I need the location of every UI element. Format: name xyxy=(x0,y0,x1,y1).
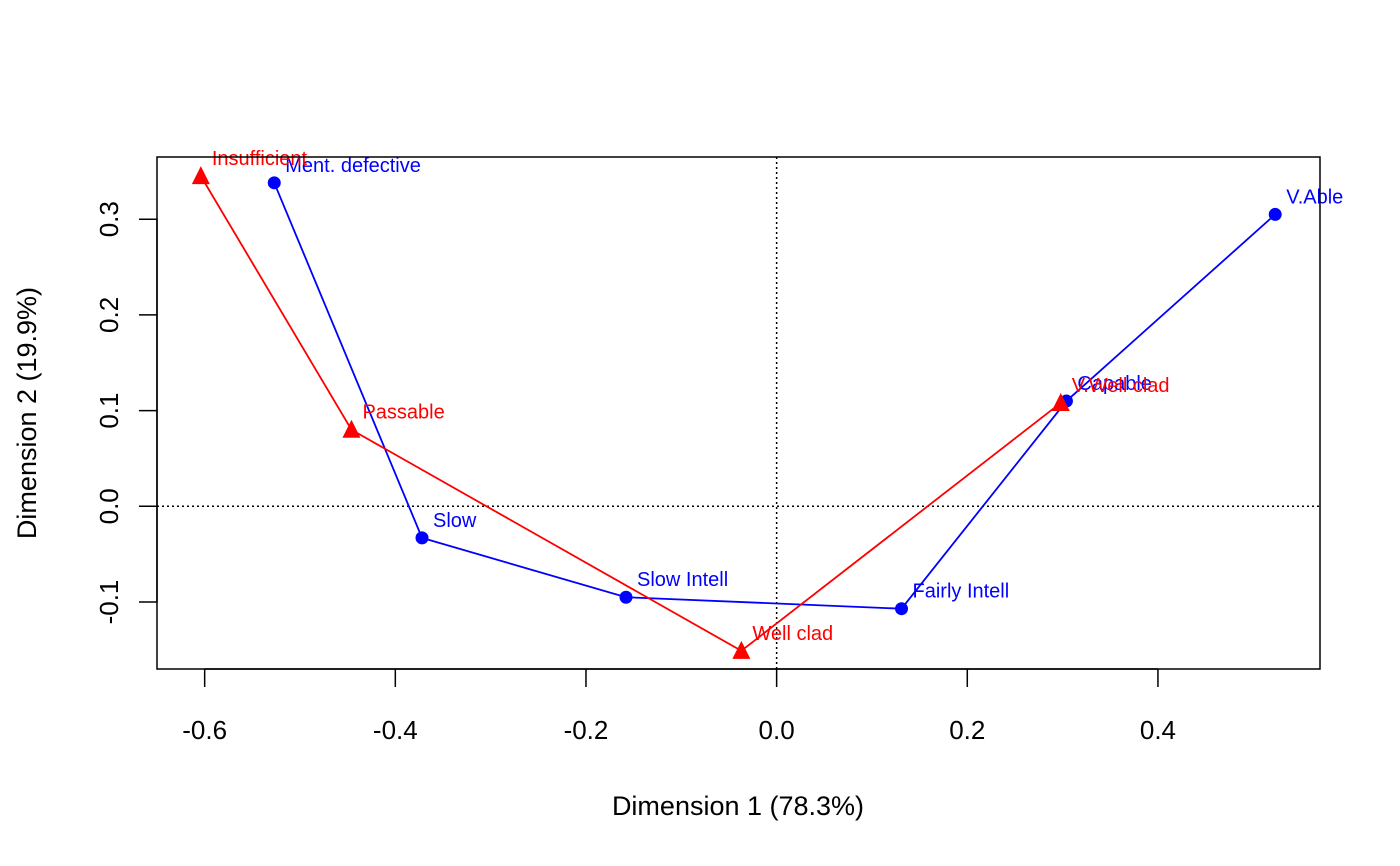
x-tick-label: -0.4 xyxy=(373,715,418,745)
data-label: Slow Intell xyxy=(637,569,728,591)
y-tick-label: 0.0 xyxy=(94,488,124,524)
y-axis-title: Dimension 2 (19.9%) xyxy=(12,287,42,539)
data-point xyxy=(732,640,751,659)
x-tick-label: 0.0 xyxy=(759,715,795,745)
data-label: Insufficient xyxy=(212,148,308,170)
data-label: Well clad xyxy=(752,623,833,645)
data-label: Fairly Intell xyxy=(913,581,1010,603)
data-points xyxy=(191,166,1282,659)
data-point xyxy=(1051,392,1070,411)
data-point xyxy=(1268,207,1282,221)
data-label: Passable xyxy=(362,402,444,424)
y-tick-label: 0.3 xyxy=(94,201,124,237)
y-axis: -0.1 0.0 0.1 0.2 0.3 xyxy=(94,201,158,625)
y-tick-label: -0.1 xyxy=(94,580,124,625)
series-lines xyxy=(200,175,1276,652)
x-tick-label: 0.2 xyxy=(949,715,985,745)
y-tick-label: 0.1 xyxy=(94,393,124,429)
x-tick-label: 0.4 xyxy=(1140,715,1176,745)
data-point xyxy=(415,531,429,545)
plot-frame xyxy=(156,156,1321,670)
data-point xyxy=(267,176,281,190)
data-label: V.Able xyxy=(1286,186,1343,208)
data-point xyxy=(191,166,210,185)
data-label: Ment. defective xyxy=(285,155,421,177)
x-axis-title: Dimension 1 (78.3%) xyxy=(612,791,864,821)
y-tick-label: 0.2 xyxy=(94,297,124,333)
x-tick-label: -0.6 xyxy=(182,715,227,745)
series-2-line xyxy=(200,175,1062,652)
data-point xyxy=(342,419,361,438)
data-point xyxy=(895,602,909,616)
data-label: Slow xyxy=(433,510,477,532)
x-tick-label: -0.2 xyxy=(564,715,609,745)
x-axis: -0.6 -0.4 -0.2 0.0 0.2 0.4 xyxy=(182,668,1176,745)
data-label: Capable xyxy=(1077,373,1152,395)
data-point xyxy=(619,590,633,604)
point-labels: Ment. defective Slow Slow Intell Fairly Int… xyxy=(212,148,1343,645)
reference-lines xyxy=(157,157,1320,669)
series-1-line xyxy=(273,182,1276,610)
data-label: V.Well clad xyxy=(1072,375,1170,397)
